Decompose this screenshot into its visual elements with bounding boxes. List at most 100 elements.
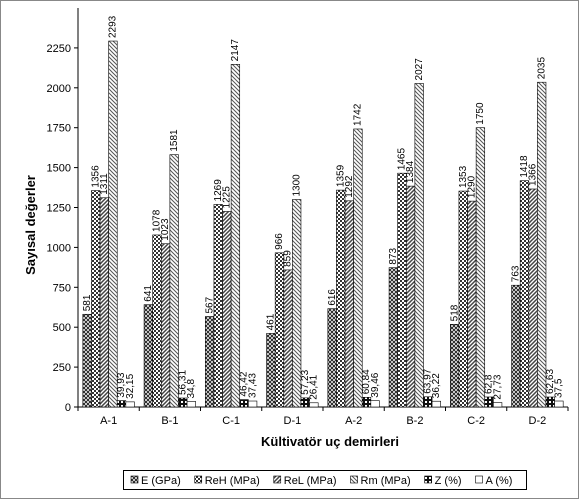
value-label: 763 bbox=[511, 265, 522, 282]
legend-label: Rm (MPa) bbox=[361, 475, 411, 487]
bar bbox=[143, 304, 153, 408]
bar bbox=[528, 188, 538, 408]
bar bbox=[239, 399, 249, 408]
value-label: 39,93 bbox=[116, 372, 127, 397]
bar bbox=[300, 397, 310, 408]
x-tick-label: D-1 bbox=[284, 415, 302, 427]
value-label: 1366 bbox=[528, 163, 539, 186]
bar bbox=[99, 197, 109, 408]
legend-box bbox=[123, 470, 527, 490]
legend-label: ReH (MPa) bbox=[205, 475, 260, 487]
bar bbox=[554, 400, 564, 408]
bar bbox=[222, 211, 232, 408]
bar bbox=[230, 64, 241, 408]
legend-label: E (GPa) bbox=[141, 475, 181, 487]
y-tick-label: 500 bbox=[53, 322, 71, 334]
y-tick-label: 2000 bbox=[47, 83, 71, 95]
value-label: 27,73 bbox=[492, 374, 503, 399]
y-tick-label: 1000 bbox=[47, 242, 71, 254]
bar bbox=[450, 324, 460, 408]
bar bbox=[511, 284, 521, 408]
value-label: 873 bbox=[388, 248, 399, 265]
value-label: 581 bbox=[82, 294, 93, 311]
value-label: 1078 bbox=[152, 209, 163, 232]
bar bbox=[125, 401, 135, 408]
legend-swatch bbox=[194, 475, 203, 484]
bar bbox=[431, 400, 441, 408]
legend-label: ReL (MPa) bbox=[284, 475, 337, 487]
bar bbox=[414, 83, 424, 408]
bar bbox=[274, 252, 285, 408]
value-label: 2293 bbox=[108, 15, 119, 38]
bar bbox=[248, 400, 258, 408]
bar bbox=[361, 396, 372, 408]
bar bbox=[169, 154, 179, 408]
bar bbox=[160, 243, 171, 408]
value-label: 2035 bbox=[536, 57, 547, 80]
value-label: 1300 bbox=[291, 174, 302, 197]
bar bbox=[108, 40, 118, 408]
y-tick-label: 2250 bbox=[47, 43, 71, 55]
y-tick-label: 1500 bbox=[47, 163, 71, 175]
x-axis-title: Kültivatör uç demirleri bbox=[261, 434, 399, 449]
value-label: 56,31 bbox=[177, 370, 188, 395]
y-tick-label: 1250 bbox=[47, 203, 71, 215]
value-label: 62,8 bbox=[484, 374, 495, 394]
value-label: 1269 bbox=[213, 179, 224, 202]
value-label: 1353 bbox=[458, 165, 469, 188]
value-label: 63,97 bbox=[422, 368, 433, 393]
bar bbox=[397, 172, 407, 408]
bar bbox=[388, 267, 398, 408]
value-label: 1356 bbox=[90, 165, 101, 188]
value-label: 518 bbox=[449, 304, 460, 321]
value-label: 32,15 bbox=[125, 373, 136, 398]
x-tick-label: B-1 bbox=[161, 415, 178, 427]
value-label: 1292 bbox=[344, 175, 355, 198]
value-label: 1750 bbox=[475, 102, 486, 125]
x-tick-label: C-1 bbox=[222, 415, 240, 427]
x-tick-label: A-1 bbox=[100, 415, 117, 427]
bar bbox=[82, 313, 92, 408]
bar bbox=[152, 234, 162, 408]
value-label: 1359 bbox=[335, 164, 346, 187]
bar bbox=[205, 316, 215, 408]
value-label: 26,41 bbox=[309, 374, 320, 399]
value-label: 859 bbox=[283, 250, 294, 267]
bar bbox=[266, 333, 276, 408]
legend-swatch bbox=[350, 475, 358, 484]
bar bbox=[283, 269, 293, 408]
y-axis-title: Sayısal değerler bbox=[23, 175, 38, 275]
legend-swatch bbox=[475, 475, 483, 484]
value-label: 36,22 bbox=[431, 373, 442, 398]
bar bbox=[336, 189, 346, 408]
value-label: 37,5 bbox=[554, 378, 565, 398]
legend-swatch bbox=[130, 475, 139, 484]
value-label: 616 bbox=[327, 289, 338, 306]
value-label: 2027 bbox=[414, 58, 425, 81]
value-label: 37,43 bbox=[247, 373, 258, 398]
bar bbox=[186, 401, 196, 408]
legend-swatch bbox=[273, 475, 282, 484]
value-label: 1742 bbox=[353, 103, 364, 126]
value-label: 1311 bbox=[99, 173, 110, 195]
value-label: 1384 bbox=[405, 160, 416, 183]
value-label: 57,23 bbox=[300, 369, 311, 394]
x-tick-label: B-2 bbox=[406, 415, 423, 427]
legend-label: A (%) bbox=[486, 475, 513, 487]
value-label: 1418 bbox=[519, 155, 530, 178]
value-label: 2147 bbox=[230, 39, 241, 62]
y-tick-label: 250 bbox=[53, 362, 71, 374]
bar bbox=[537, 81, 547, 408]
value-label: 62,63 bbox=[545, 369, 556, 394]
legend-label: Z (%) bbox=[435, 475, 462, 487]
bar bbox=[484, 396, 494, 408]
bar bbox=[116, 400, 127, 408]
value-label: 39,46 bbox=[370, 372, 381, 397]
bar bbox=[353, 128, 363, 408]
bar bbox=[493, 402, 503, 408]
y-tick-label: 750 bbox=[53, 282, 71, 294]
value-label: 461 bbox=[266, 313, 277, 330]
bar bbox=[458, 190, 468, 408]
bar bbox=[344, 200, 354, 408]
value-label: 641 bbox=[143, 285, 154, 302]
